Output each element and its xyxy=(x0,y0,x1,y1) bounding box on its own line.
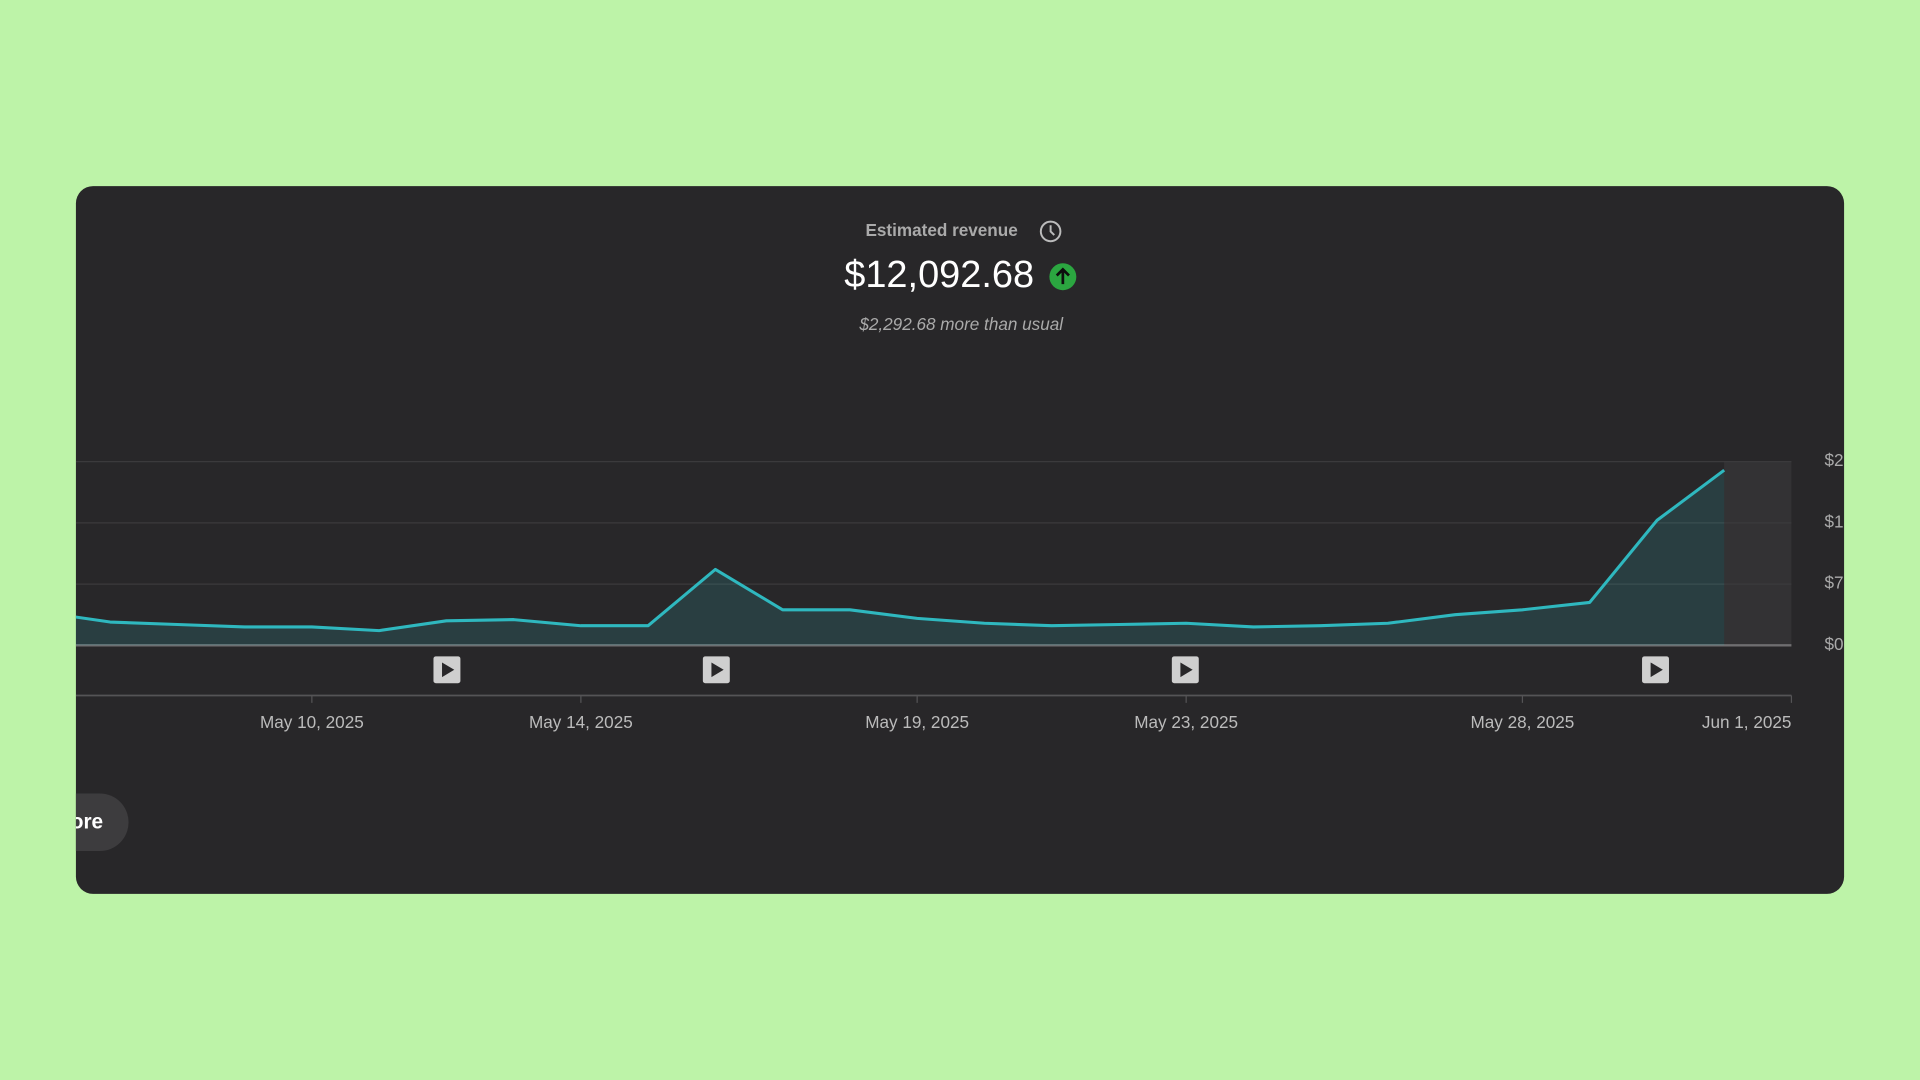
x-tick-label: May 23, 2025 xyxy=(1134,712,1238,732)
x-tick-label: May 28, 2025 xyxy=(1471,712,1575,732)
metric-comparison: $2,292.68 more than usual xyxy=(858,314,1064,334)
card-content: Estimated revenue $12,092.68 $2,292.68 m… xyxy=(37,220,1844,852)
more-button-bg[interactable] xyxy=(37,793,129,852)
incomplete-period xyxy=(1724,461,1792,646)
plot: $0 $7 $1 $2 5 May 10, 2025 May 14, 2025 May 19,… xyxy=(38,450,1844,732)
x-tick-label: May 19, 2025 xyxy=(865,712,969,732)
line xyxy=(75,468,1726,633)
x-tick-label: May 14, 2025 xyxy=(529,712,633,732)
x-tick-label: May 10, 2025 xyxy=(260,712,364,732)
y-tick-label: $2 xyxy=(1824,450,1843,470)
metric-total: $12,092.68 xyxy=(844,254,1034,296)
video-marker[interactable] xyxy=(702,656,730,684)
area xyxy=(75,470,1725,646)
metric-title: Estimated revenue xyxy=(865,220,1017,240)
card xyxy=(75,186,1845,894)
video-markers xyxy=(433,656,1669,684)
y-tick-label: $7 xyxy=(1824,573,1843,593)
y-tick-label: $1 xyxy=(1824,511,1843,531)
clock-icon xyxy=(1039,220,1062,243)
video-marker[interactable] xyxy=(433,656,461,684)
trend-up-icon xyxy=(1049,263,1077,291)
x-tick-label: 5 xyxy=(38,712,48,732)
x-tick-label: Jun 1, 2025 xyxy=(1702,712,1792,732)
video-marker[interactable] xyxy=(1642,656,1669,684)
more-button-label[interactable]: ore xyxy=(71,810,103,833)
more-button[interactable]: ore xyxy=(37,793,129,852)
video-marker[interactable] xyxy=(1171,656,1199,684)
y-tick-label: $0 xyxy=(1824,634,1843,654)
